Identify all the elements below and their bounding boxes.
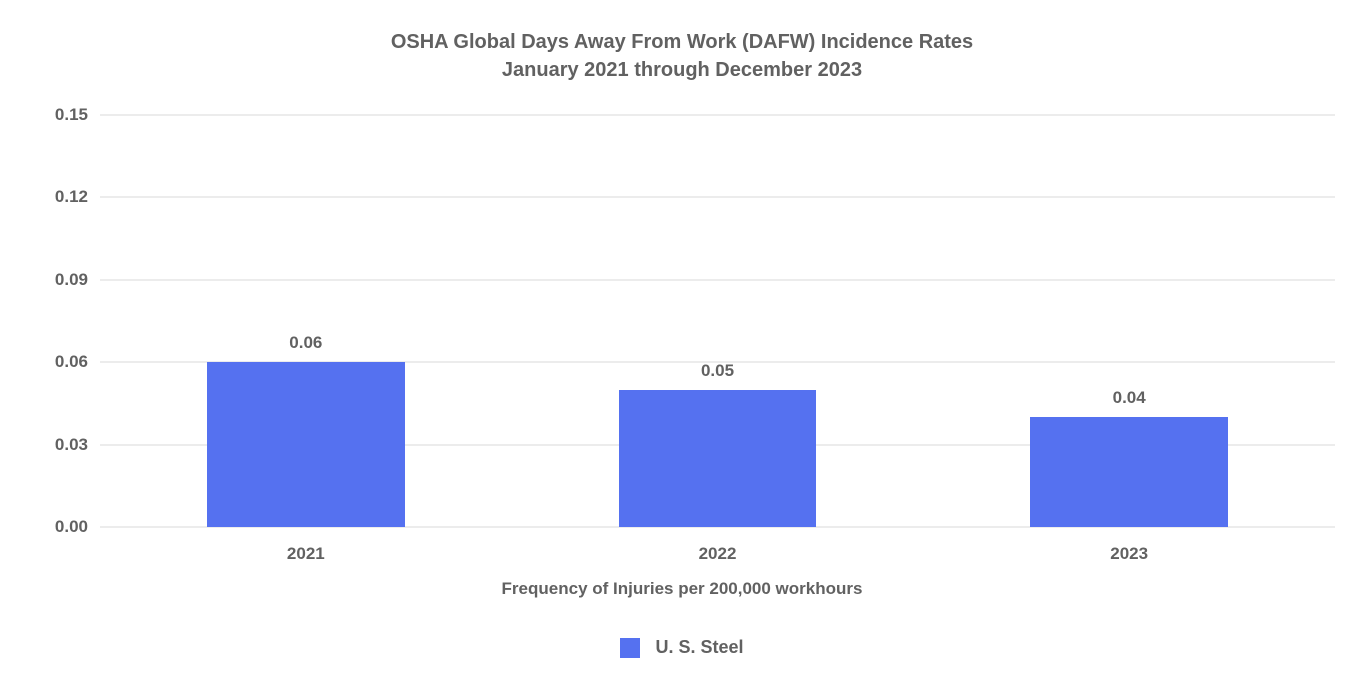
y-tick-label: 0.09 [54,269,88,289]
legend: U. S. Steel [0,637,1364,658]
chart-subtitle: January 2021 through December 2023 [501,59,863,81]
y-tick-label: 0.12 [54,187,88,207]
bar-2022 [618,389,817,527]
bar-value-label: 0.05 [700,360,735,380]
y-tick-label: 0.15 [54,105,88,124]
y-tick-label: 0.00 [54,517,88,536]
gridline [100,361,1335,364]
x-axis-title: Frequency of Injuries per 200,000 workho… [501,579,863,598]
x-tick-label: 2023 [1110,544,1149,563]
chart-title: OSHA Global Days Away From Work (DAFW) I… [390,31,974,53]
plot-area: 0.00 0.03 0.06 0.09 0.12 0.15 0.06 2021 0.05 2022… [55,105,1335,563]
bar-value-label: 0.04 [1112,388,1146,408]
bar-value-label: 0.06 [289,333,323,353]
legend-label: U. S. Steel [655,637,744,657]
bar-2021 [207,362,405,527]
gridline [100,278,1335,281]
gridline [100,526,1335,528]
x-tick-label: 2021 [286,544,325,563]
y-tick-label: 0.03 [54,434,88,454]
x-tick-label: 2022 [698,544,737,563]
gridline [100,114,1335,116]
y-tick-label: 0.06 [54,352,88,372]
gridline [100,196,1335,199]
bar-2023 [1030,417,1228,527]
legend-swatch [620,637,641,658]
